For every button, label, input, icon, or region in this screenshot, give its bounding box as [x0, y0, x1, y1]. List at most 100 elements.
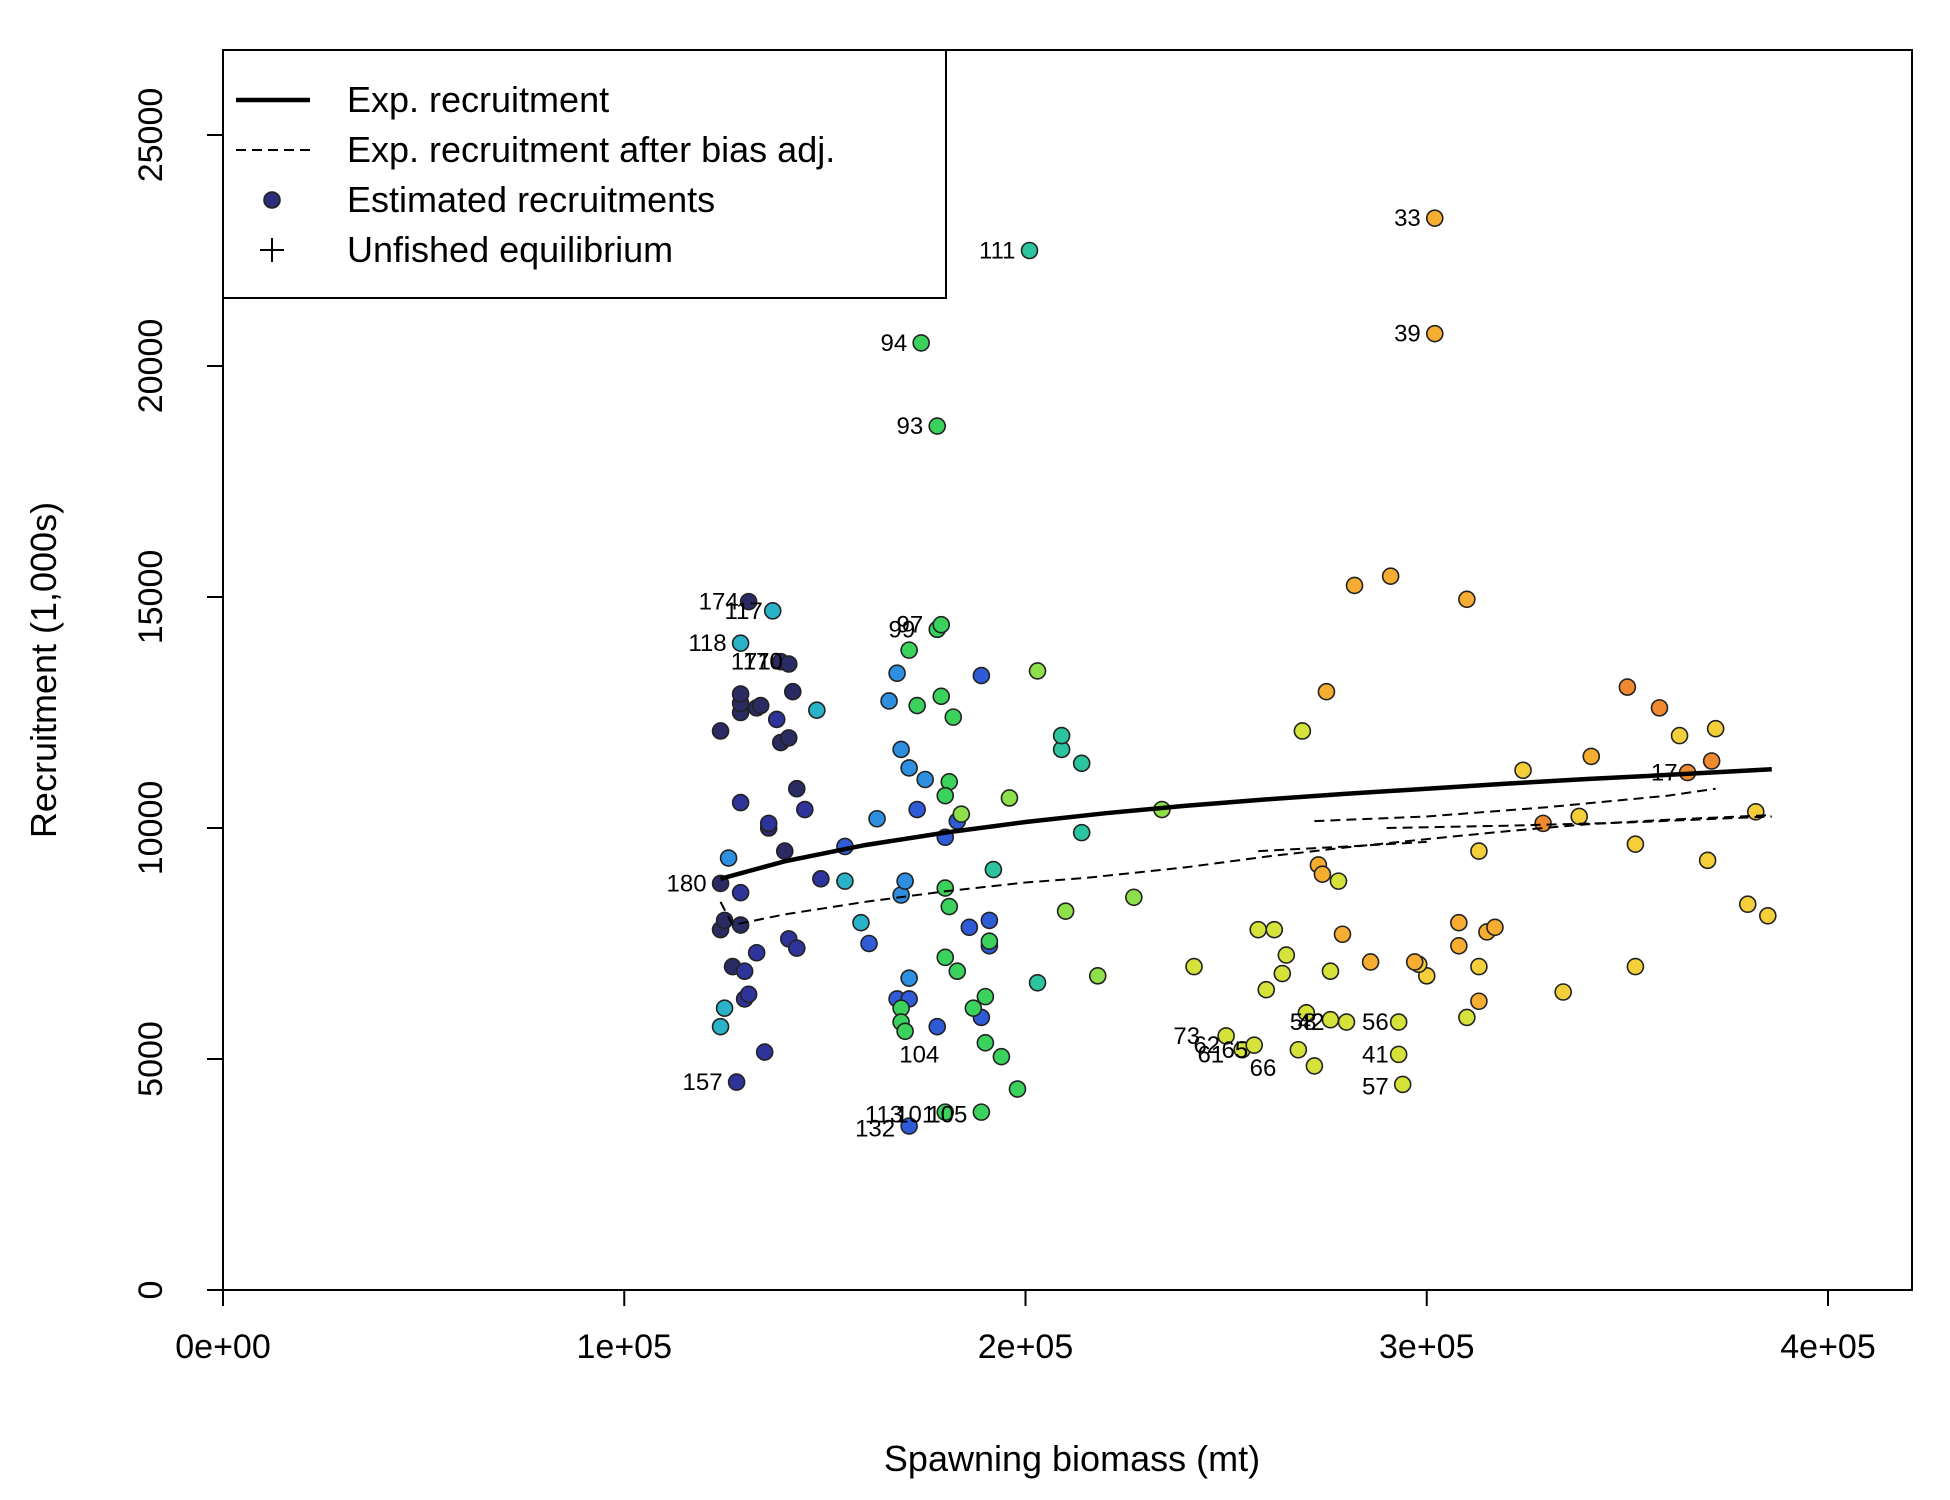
recruitment-point: [948, 962, 967, 981]
recruitment-point: [1333, 925, 1352, 944]
y-axis: 0 5000 10000 15000 20000 25000: [132, 88, 224, 1300]
recruitment-point: [908, 800, 926, 819]
recruitment-point: [1072, 823, 1091, 842]
legend-entry-label: Estimated recruitments: [347, 179, 715, 220]
recruitment-point: [980, 911, 999, 930]
recruitment-point: [936, 879, 955, 897]
recruitment-point: [739, 985, 758, 1004]
legend-entry-label: Unfished equilibrium: [347, 229, 673, 270]
point-label: 42: [1298, 1009, 1325, 1036]
point-label: 105: [927, 1101, 967, 1128]
recruitment-point: [731, 634, 750, 653]
recruitment-point: [1626, 957, 1645, 976]
recruitment-point: [1470, 842, 1488, 860]
recruitment-point: [984, 860, 1003, 879]
point-label: 132: [855, 1115, 895, 1142]
recruitment-point: [932, 615, 951, 634]
point-label: 157: [683, 1069, 723, 1096]
recruitment-point: [1088, 967, 1107, 985]
x-tick-label: 0e+00: [175, 1328, 271, 1366]
recruitment-point: [1425, 324, 1444, 343]
x-tick-label: 2e+05: [978, 1328, 1074, 1366]
point-label: 66: [1250, 1055, 1277, 1082]
recruitment-point: [1425, 209, 1444, 227]
recruitment-point: [1626, 835, 1645, 853]
recruitment-point: [1000, 789, 1019, 807]
legend-entry-label: Exp. recruitment after bias adj.: [347, 129, 835, 170]
recruitment-point: [928, 417, 947, 435]
point-label: 117: [724, 598, 762, 625]
recruitment-point: [1486, 918, 1504, 937]
bias-adjusted-curve: [719, 814, 1772, 927]
recruitment-point: [767, 710, 786, 729]
recruitment-point: [1570, 807, 1589, 826]
point-label: 171: [731, 649, 771, 676]
recruitment-point: [836, 872, 854, 890]
recruitment-point: [896, 872, 914, 890]
bias-adjusted-curve: [1386, 815, 1772, 829]
recruitment-point: [908, 696, 926, 715]
recruitment-point: [783, 682, 802, 701]
legend-entry-label: Exp. recruitment: [347, 79, 609, 120]
y-tick-label: 0: [132, 1281, 170, 1300]
recruitment-point: [1650, 699, 1669, 717]
point-label: 62: [1193, 1032, 1220, 1059]
y-tick-label: 10000: [132, 781, 170, 876]
recruitment-point: [992, 1047, 1011, 1066]
recruitment-point: [940, 897, 959, 916]
expected-recruitment-curves: [719, 767, 1772, 927]
point-label: 57: [1362, 1074, 1389, 1101]
recruitment-point: [715, 999, 734, 1017]
x-axis-label: Spawning biomass (mt): [884, 1438, 1260, 1479]
point-label: 180: [667, 870, 707, 897]
y-tick-label: 5000: [132, 1021, 170, 1097]
recruitment-point: [1321, 962, 1340, 981]
recruitment-point: [1056, 902, 1075, 920]
recruitment-point: [763, 602, 782, 620]
y-tick-label: 15000: [132, 550, 170, 645]
recruitment-point: [960, 918, 979, 937]
recruitment-point: [1277, 946, 1296, 964]
recruitment-point: [980, 932, 999, 950]
point-label: 17: [1651, 760, 1678, 787]
recruitment-point: [900, 759, 918, 777]
recruitment-point: [932, 687, 951, 706]
recruitment-point: [731, 685, 750, 703]
recruitment-point: [1185, 957, 1203, 976]
point-label: 33: [1394, 205, 1421, 232]
recruitment-point: [1321, 1010, 1340, 1029]
recruitment-point: [1458, 590, 1476, 609]
recruitment-point: [952, 805, 971, 823]
recruitment-point: [1470, 957, 1488, 976]
recruitment-point: [1028, 662, 1047, 680]
recruitment-point: [1361, 953, 1380, 971]
recruitment-point: [1265, 920, 1284, 939]
recruitment-point: [1289, 1040, 1308, 1059]
recruitment-point: [747, 943, 766, 962]
recruitment-point: [868, 809, 886, 828]
recruitment-point: [1389, 1013, 1408, 1031]
bias-adjusted-curve: [1258, 840, 1427, 853]
recruitment-point: [900, 641, 918, 659]
recruitment-point: [964, 999, 983, 1017]
recruitment-point: [739, 592, 758, 611]
recruitment-point: [1389, 1045, 1408, 1064]
point-label: 56: [1362, 1009, 1389, 1036]
recruitment-point: [1337, 1013, 1356, 1031]
recruitment-point: [779, 655, 798, 673]
recruitment-point: [1052, 726, 1071, 745]
recruitment-point: [1582, 747, 1601, 766]
x-axis: 0e+00 1e+05 2e+05 3e+05 4e+05: [175, 1289, 1876, 1366]
point-label: 41: [1362, 1041, 1389, 1068]
recruitment-point: [936, 786, 955, 805]
recruitment-point: [1554, 983, 1572, 1001]
recruitment-point: [936, 948, 955, 967]
recruitment-point: [936, 1103, 955, 1121]
point-label: 97: [897, 612, 924, 639]
recruitment-point: [888, 664, 906, 683]
y-tick-label: 25000: [132, 88, 170, 183]
recruitment-point: [1273, 964, 1292, 983]
recruitment-point: [727, 1073, 746, 1091]
legend-plus-swatch: [260, 238, 284, 262]
